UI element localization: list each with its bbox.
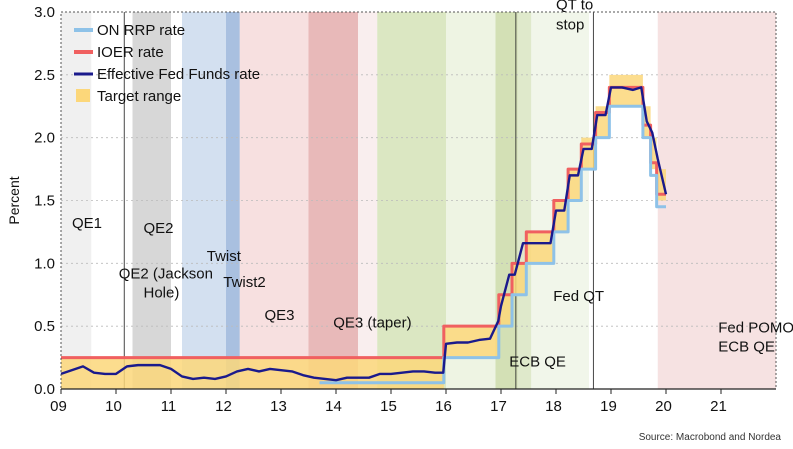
x-tick-label: 16 xyxy=(435,398,452,415)
legend-label-3: Target range xyxy=(97,88,181,105)
annotation-11: stop xyxy=(556,17,584,34)
x-tick-label: 14 xyxy=(325,398,342,415)
legend-label-0: ON RRP rate xyxy=(97,22,185,39)
x-tick-label: 18 xyxy=(545,398,562,415)
annotation-0: QE1 xyxy=(72,215,102,232)
y-tick-label: 2.5 xyxy=(34,67,55,84)
x-tick-label: 17 xyxy=(490,398,507,415)
legend-label-1: IOER rate xyxy=(97,44,164,61)
y-tick-label: 0.0 xyxy=(34,381,55,398)
shaded-region-2 xyxy=(182,12,226,389)
series-target-range xyxy=(61,74,666,389)
x-tick-label: 11 xyxy=(161,398,177,415)
annotation-3: Hole) xyxy=(144,284,180,301)
annotation-9: Fed QT xyxy=(553,288,604,305)
annotation-8: ECB QE xyxy=(509,353,566,370)
annotation-13: ECB QE xyxy=(718,338,775,355)
annotation-6: QE3 xyxy=(265,307,295,324)
legend-label-2: Effective Fed Funds rate xyxy=(97,66,260,83)
y-tick-label: 3.0 xyxy=(34,4,55,21)
annotation-5: Twist2 xyxy=(223,274,266,291)
x-tick-label: 12 xyxy=(215,398,232,415)
x-tick-label: 21 xyxy=(710,398,727,415)
y-tick-label: 0.5 xyxy=(34,318,55,335)
series-on-rrp-rate xyxy=(319,104,666,385)
annotation-1: QE2 xyxy=(144,220,174,237)
source-note: Source: Macrobond and Nordea xyxy=(638,432,781,443)
x-tick-label: 09 xyxy=(50,398,67,415)
x-tick-label: 13 xyxy=(270,398,287,415)
series-effective-fed-funds-rate xyxy=(60,86,668,382)
y-tick-label: 2.0 xyxy=(34,130,55,147)
annotation-2: QE2 (Jackson xyxy=(119,265,213,282)
x-tick-label: 20 xyxy=(655,398,672,415)
annotation-4: Twist xyxy=(207,248,242,265)
annotation-12: Fed POMOs xyxy=(718,319,793,336)
y-tick-label: 1.5 xyxy=(34,193,55,210)
legend-swatch-3 xyxy=(76,89,90,102)
shaded-region-10 xyxy=(517,12,532,389)
shaded-region-5 xyxy=(308,12,358,389)
y-tick-label: 1.0 xyxy=(34,255,55,272)
annotation-10: QT to xyxy=(556,0,593,13)
x-tick-label: 15 xyxy=(380,398,397,415)
x-tick-label: 10 xyxy=(105,398,122,415)
annotation-7: QE3 (taper) xyxy=(333,314,411,331)
x-tick-label: 19 xyxy=(600,398,617,415)
y-axis-label: Percent xyxy=(6,176,22,224)
